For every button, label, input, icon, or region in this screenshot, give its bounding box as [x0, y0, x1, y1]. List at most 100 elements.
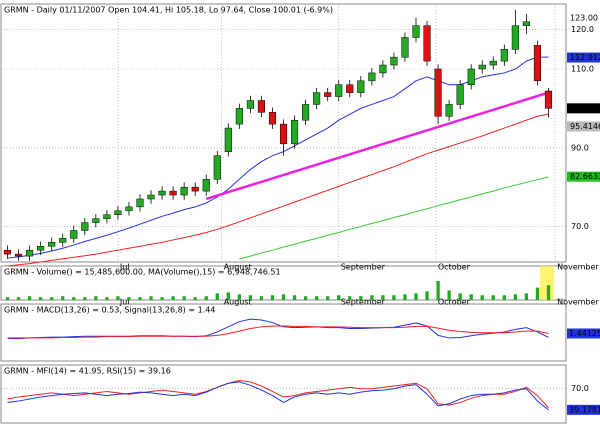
highlight [540, 266, 554, 300]
macd-label: 1.44125 [569, 329, 600, 338]
candle-body [290, 119, 299, 145]
y-tick-label: 90.0 [571, 143, 589, 152]
candle-body [235, 108, 243, 125]
volume-bar [303, 296, 308, 300]
candle-body [456, 84, 464, 105]
candle-body [224, 127, 232, 152]
volume-bar [480, 295, 484, 300]
price-panel [0, 3, 567, 263]
volume-bar [270, 295, 275, 300]
candle-body [324, 92, 332, 97]
y-tick-label: 120.0 [571, 25, 594, 34]
volume-bar [403, 294, 407, 300]
price-label-box [567, 52, 600, 63]
chart-title: GRMN - Daily 01/11/2007 Open 104.41, Hi … [4, 6, 333, 15]
ma-line [239, 176, 549, 260]
candle-body [489, 60, 497, 66]
osc-label: 39.1781 [569, 405, 600, 414]
candle-body [390, 56, 398, 66]
x-tick-label: Jul [119, 263, 130, 272]
price-label: 100.01 [570, 104, 598, 113]
candle-body [136, 198, 144, 208]
volume-bar [237, 294, 242, 300]
volume-bar [447, 290, 451, 300]
candle-body [3, 249, 12, 255]
candle-body [202, 179, 210, 192]
volume-bar [226, 292, 230, 300]
volume-bar [281, 294, 286, 300]
volume-bar [27, 296, 32, 300]
candle-body [48, 242, 56, 247]
volume-bar [138, 297, 142, 300]
candle-body [478, 64, 486, 70]
volume-bar [502, 295, 506, 300]
candle-body [368, 72, 376, 82]
candle-body [423, 25, 431, 62]
candle-body [169, 190, 177, 196]
volume-bar [292, 295, 297, 300]
price-label-box [567, 171, 600, 182]
volume-bar [50, 297, 54, 300]
volume-bar [259, 296, 264, 300]
volume-bar [524, 293, 529, 300]
ma-line [7, 113, 549, 267]
oscillator-panel [0, 364, 567, 424]
volume-bar [127, 297, 131, 300]
volume-bar [248, 295, 253, 300]
x-tick-label: September [341, 298, 386, 307]
candle-body [357, 80, 365, 93]
x-tick-label: October [438, 298, 471, 307]
macd-label-box [567, 328, 600, 339]
candle-body [434, 68, 442, 117]
x-tick-label: August [224, 263, 252, 272]
volume-bar [193, 297, 197, 300]
candle-body [59, 238, 67, 243]
candle-body [26, 249, 34, 257]
volume-bar [61, 296, 65, 300]
volume-bar [414, 293, 418, 300]
volume-bar [458, 293, 462, 300]
price-label: 123.00 [570, 13, 598, 22]
candle-body [335, 84, 343, 97]
y-tick-label: 110.0 [571, 64, 594, 73]
candle-body [125, 206, 133, 212]
x-tick-label: August [224, 298, 252, 307]
volume-bar [469, 294, 473, 300]
volume-bar [546, 285, 551, 300]
candle-body [81, 222, 89, 231]
price-label: 95.4146 [570, 122, 600, 131]
volume-bar [337, 295, 341, 300]
volume-bar [171, 296, 175, 300]
candle-body [257, 100, 266, 113]
candle-body [401, 37, 409, 58]
volume-bar [491, 295, 495, 300]
macd-line [7, 318, 549, 340]
volume-bar [513, 294, 518, 300]
y-tick-label: 70.0 [571, 222, 589, 231]
price-label-box [567, 103, 600, 114]
volume-bar [348, 296, 352, 300]
candle-body [511, 25, 519, 50]
oscillator-title: GRMN - MFI(14) = 41.95, RSI(15) = 39.16 [4, 367, 171, 376]
macd-line [7, 325, 549, 339]
volume-bar [392, 295, 396, 300]
candle-body [445, 104, 453, 117]
candle-body [467, 68, 475, 85]
volume-bar [105, 297, 109, 300]
candle-body [302, 104, 310, 121]
candle-body [213, 155, 221, 180]
volume-bar [83, 297, 87, 300]
price-label: 82.6633 [570, 172, 600, 181]
candle-body [346, 84, 354, 93]
macd-title: GRMN - MACD(13,26) = 0.53, Signal(13,26,… [4, 306, 215, 315]
x-tick-label: November [557, 263, 599, 272]
volume-bar [5, 297, 10, 300]
osc-label-box [567, 404, 600, 415]
volume-bar [204, 296, 208, 300]
x-tick-label: Jul [119, 298, 130, 307]
volume-bar [72, 297, 76, 300]
volume-bar [535, 287, 540, 300]
candle-body [114, 210, 122, 215]
volume-bar [359, 296, 363, 300]
